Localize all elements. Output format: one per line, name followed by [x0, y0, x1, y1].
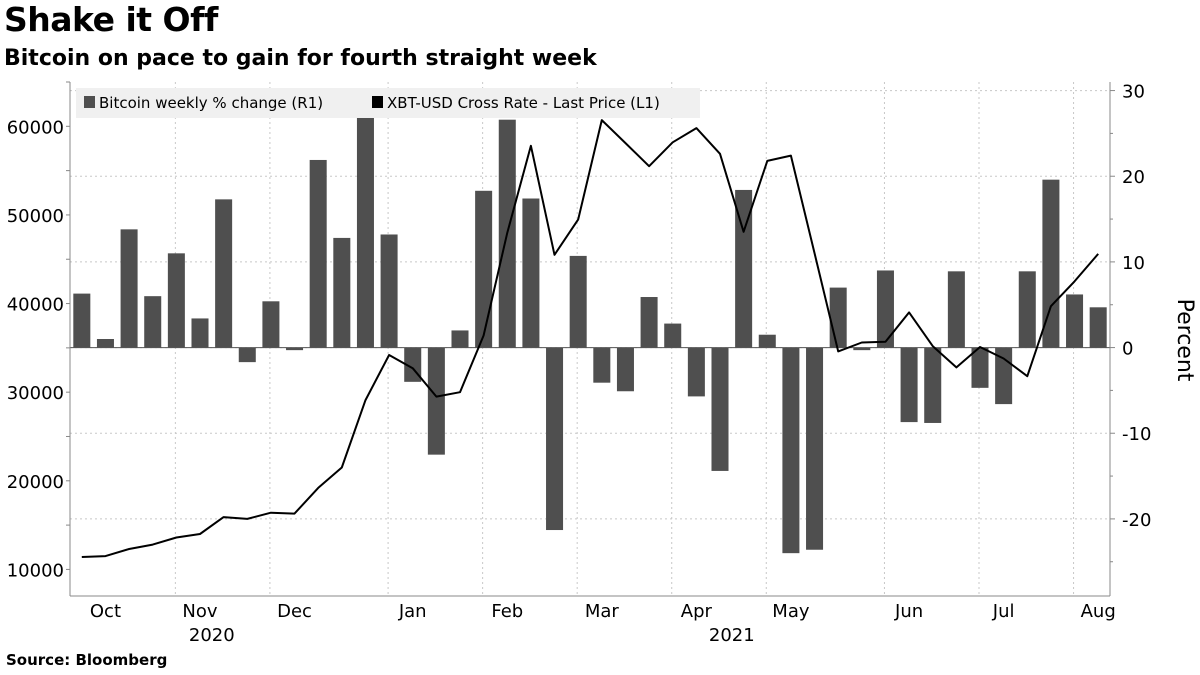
x-axis-month-label: Nov [182, 601, 217, 622]
bar [96, 339, 114, 348]
bar [356, 112, 374, 348]
x-axis-month-label: Apr [681, 601, 713, 622]
bar [853, 347, 871, 351]
left-axis-tick-label: 50000 [7, 206, 64, 227]
x-axis-month-label: Jul [992, 601, 1015, 622]
x-axis-month-label: Feb [491, 601, 523, 622]
bar [427, 347, 445, 455]
bar [616, 347, 634, 392]
right-axis-title: Percent [1172, 299, 1197, 382]
x-axis-year-label: 2020 [189, 625, 235, 646]
bar [475, 190, 493, 348]
right-axis-tick-label: -20 [1122, 510, 1151, 531]
bar [1042, 179, 1060, 348]
x-axis-month-label: Oct [90, 601, 121, 622]
left-axis-tick-label: 60000 [7, 117, 64, 138]
bar [711, 347, 729, 471]
bar [971, 347, 989, 388]
right-axis-tick-label: 30 [1122, 82, 1145, 103]
bar-series [73, 112, 1107, 554]
bar [1018, 271, 1036, 348]
bar [806, 347, 824, 550]
bar [924, 347, 942, 423]
chart-subtitle: Bitcoin on pace to gain for fourth strai… [4, 46, 597, 71]
x-axis-year-label: 2021 [709, 625, 755, 646]
legend-swatch [372, 96, 383, 108]
legend-swatch [84, 96, 95, 108]
bar [191, 318, 209, 348]
bar [262, 301, 280, 348]
bar [593, 347, 611, 383]
line-series [81, 119, 1099, 558]
bar [380, 234, 398, 348]
left-axis-tick-label: 10000 [7, 560, 64, 581]
bar [1066, 294, 1084, 348]
right-axis-tick-label: -10 [1122, 424, 1151, 445]
axes: 10000 20000 30000 40000 50000 60000 -20 -10 0 10 2… [7, 81, 1197, 646]
left-axis-tick-label: 20000 [7, 472, 64, 493]
bar [735, 189, 753, 348]
bar [167, 253, 185, 348]
bar [947, 271, 965, 348]
bar [640, 297, 658, 348]
legend: Bitcoin weekly % change (R1) XBT-USD Cros… [76, 88, 700, 118]
x-axis-month-label: Jan [398, 601, 427, 622]
bar [546, 347, 564, 531]
bar [569, 255, 587, 348]
bar [120, 229, 138, 348]
bar [687, 347, 705, 397]
right-axis-tick-label: 10 [1122, 253, 1145, 274]
source-note: Source: Bloomberg [6, 651, 168, 669]
bar [144, 296, 162, 348]
bar [522, 198, 540, 348]
bar [309, 159, 327, 348]
bar [900, 347, 918, 423]
right-axis-tick-label: 20 [1122, 167, 1145, 188]
x-axis-month-label: May [772, 601, 810, 622]
x-axis-month-label: Jun [894, 601, 923, 622]
bar [451, 330, 469, 348]
x-axis-month-label: Aug [1081, 601, 1116, 622]
bar [333, 237, 351, 348]
bar [215, 199, 233, 348]
right-axis-tick-label: 0 [1122, 339, 1133, 360]
bar [782, 347, 800, 554]
bar [758, 334, 776, 348]
bar [238, 347, 256, 363]
x-axis-month-label: Mar [585, 601, 620, 622]
x-axis-month-label: Dec [277, 601, 312, 622]
bar [829, 287, 847, 348]
left-axis-tick-label: 30000 [7, 383, 64, 404]
bar [876, 270, 894, 348]
price-line [81, 119, 1099, 558]
bar [1089, 307, 1107, 348]
bar [73, 293, 91, 348]
bar [664, 323, 682, 348]
chart-title: Shake it Off [4, 0, 218, 39]
bar [286, 347, 304, 351]
legend-label: XBT-USD Cross Rate - Last Price (L1) [387, 94, 660, 112]
left-axis-tick-label: 40000 [7, 295, 64, 316]
legend-background [76, 88, 700, 118]
legend-label: Bitcoin weekly % change (R1) [99, 94, 323, 112]
